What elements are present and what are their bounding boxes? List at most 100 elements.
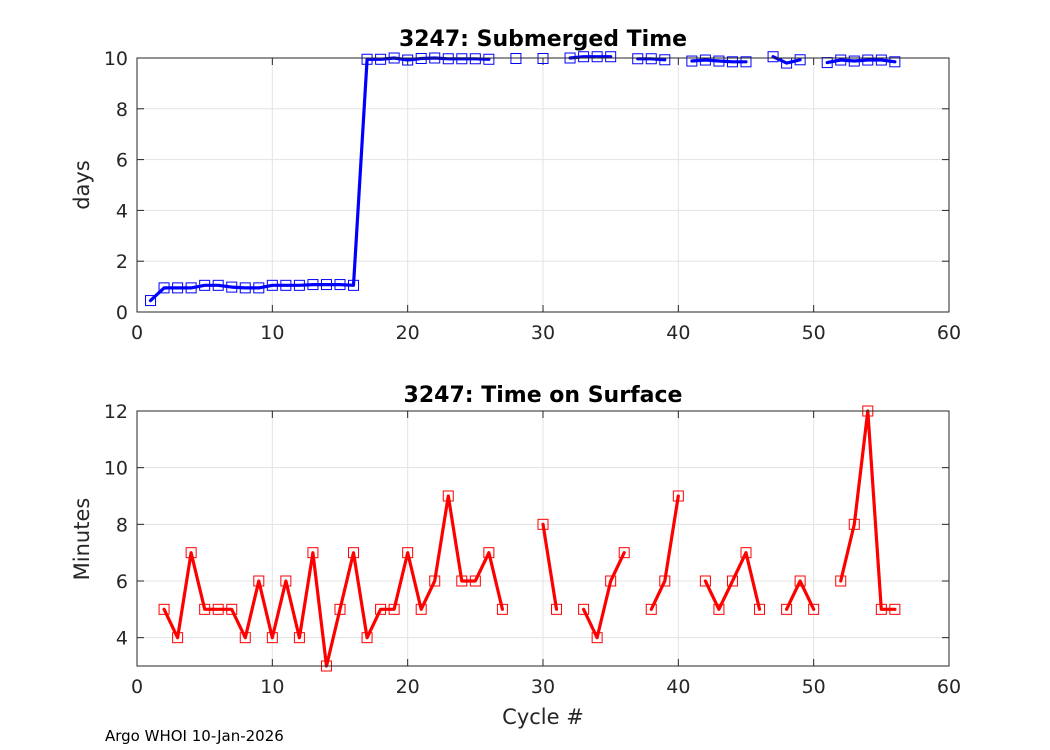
surface-time-data-point	[388, 603, 400, 615]
submerged-time-data-point	[239, 282, 251, 294]
submerged-time-ytick-label: 10	[104, 48, 128, 70]
surface-time-data-point	[185, 547, 197, 559]
submerged-time-xtick-label: 40	[666, 322, 690, 344]
submerged-time-data-point	[699, 54, 711, 66]
submerged-time-data-point	[172, 282, 184, 294]
surface-time-data-point	[794, 575, 806, 587]
submerged-time-ytick-label: 6	[116, 150, 128, 172]
submerged-time-panel: 0 10 20 30 40 50 60 0 2 4 6 8 10 3247: Submerged Tim…	[70, 27, 961, 344]
submerged-time-data-point	[889, 56, 901, 68]
submerged-time-title: 3247: Submerged Time	[399, 27, 687, 52]
submerged-time-data-point	[280, 279, 292, 291]
surface-time-data-point	[875, 603, 887, 615]
submerged-time-data-point	[442, 53, 454, 65]
surface-time-data-point	[699, 575, 711, 587]
submerged-time-data-point	[605, 51, 617, 63]
submerged-time-ytick-label: 8	[116, 99, 128, 121]
submerged-time-series-line	[825, 58, 897, 65]
submerged-time-data-point	[334, 279, 346, 291]
surface-time-ytick-label: 8	[116, 514, 128, 536]
surface-time-data-point	[334, 603, 346, 615]
surface-time-data-point	[781, 603, 793, 615]
submerged-time-data-point	[145, 295, 157, 307]
surface-time-data-point	[307, 547, 319, 559]
surface-time-series-line	[162, 494, 504, 668]
surface-time-data-point	[726, 575, 738, 587]
submerged-time-data-point	[537, 53, 549, 65]
surface-time-data-point	[889, 603, 901, 615]
submerged-time-data-point	[253, 282, 265, 294]
surface-time-xtick-label: 50	[802, 676, 826, 698]
surface-time-data-point	[537, 518, 549, 530]
submerged-time-data-point	[185, 282, 197, 294]
submerged-time-data-point	[307, 279, 319, 291]
surface-time-data-point	[293, 632, 305, 644]
surface-time-ytick-label: 4	[116, 628, 128, 650]
surface-time-data-point	[672, 490, 684, 502]
submerged-time-data-point	[713, 55, 725, 67]
submerged-time-data-point	[835, 54, 847, 66]
surface-time-data-point	[226, 603, 238, 615]
surface-time-data-point	[442, 490, 454, 502]
submerged-time-data-point	[645, 53, 657, 65]
submerged-time-xtick-label: 0	[131, 322, 143, 344]
submerged-time-data-point	[415, 53, 427, 65]
surface-time-series	[158, 405, 901, 672]
x-axis-label: Cycle #	[502, 705, 584, 729]
surface-time-data-point	[212, 603, 224, 615]
surface-time-panel: 0 10 20 30 40 50 60 4 6 8 10 12 3247: Time on Surfa…	[70, 383, 961, 729]
surface-time-series-line	[581, 551, 626, 640]
surface-time-data-point	[253, 575, 265, 587]
surface-time-data-point	[835, 575, 847, 587]
submerged-time-ticks: 0 10 20 30 40 50 60 0 2 4 6 8 10	[104, 48, 961, 344]
surface-time-ylabel: Minutes	[70, 498, 94, 581]
submerged-time-xtick-label: 30	[531, 322, 555, 344]
surface-time-xtick-label: 40	[666, 676, 690, 698]
surface-time-data-point	[172, 632, 184, 644]
submerged-time-data-point	[591, 51, 603, 63]
surface-time-data-point	[429, 575, 441, 587]
surface-time-ytick-label: 6	[116, 571, 128, 593]
submerged-time-data-point	[402, 54, 414, 66]
surface-time-data-point	[280, 575, 292, 587]
submerged-time-series-line	[568, 55, 613, 60]
surface-time-title: 3247: Time on Surface	[404, 383, 683, 408]
surface-time-data-point	[754, 603, 766, 615]
surface-time-series-line	[541, 522, 559, 611]
submerged-time-data-point	[848, 55, 860, 67]
submerged-time-data-point	[361, 53, 373, 65]
submerged-time-data-point	[320, 279, 332, 291]
submerged-time-data-point	[293, 279, 305, 291]
footer-credit: Argo WHOI 10-Jan-2026	[105, 727, 284, 745]
surface-time-data-point	[483, 547, 495, 559]
surface-time-data-point	[605, 575, 617, 587]
surface-time-data-point	[456, 575, 468, 587]
surface-time-data-point	[618, 547, 630, 559]
submerged-time-data-point	[375, 53, 387, 65]
submerged-time-data-point	[794, 54, 806, 66]
surface-time-data-point	[740, 547, 752, 559]
submerged-time-data-point	[212, 279, 224, 291]
surface-time-data-point	[578, 603, 590, 615]
surface-time-data-point	[551, 603, 563, 615]
surface-time-ytick-label: 12	[104, 401, 128, 423]
surface-time-data-point	[469, 575, 481, 587]
submerged-time-data-point	[767, 51, 779, 63]
surface-time-data-point	[808, 603, 820, 615]
surface-time-data-point	[361, 632, 373, 644]
surface-time-ticks: 0 10 20 30 40 50 60 4 6 8 10 12	[104, 401, 961, 698]
submerged-time-data-point	[686, 55, 698, 67]
submerged-time-data-point	[659, 54, 671, 66]
submerged-time-ytick-label: 2	[116, 251, 128, 273]
surface-time-xtick-label: 0	[131, 676, 143, 698]
surface-time-data-point	[402, 547, 414, 559]
submerged-time-grid	[137, 58, 949, 312]
surface-time-xtick-label: 10	[260, 676, 284, 698]
submerged-time-xtick-label: 60	[937, 322, 961, 344]
submerged-time-data-point	[740, 56, 752, 68]
submerged-time-data-point	[199, 279, 211, 291]
surface-time-data-point	[496, 603, 508, 615]
surface-time-xtick-label: 30	[531, 676, 555, 698]
submerged-time-data-point	[469, 53, 481, 65]
submerged-time-data-point	[875, 54, 887, 66]
